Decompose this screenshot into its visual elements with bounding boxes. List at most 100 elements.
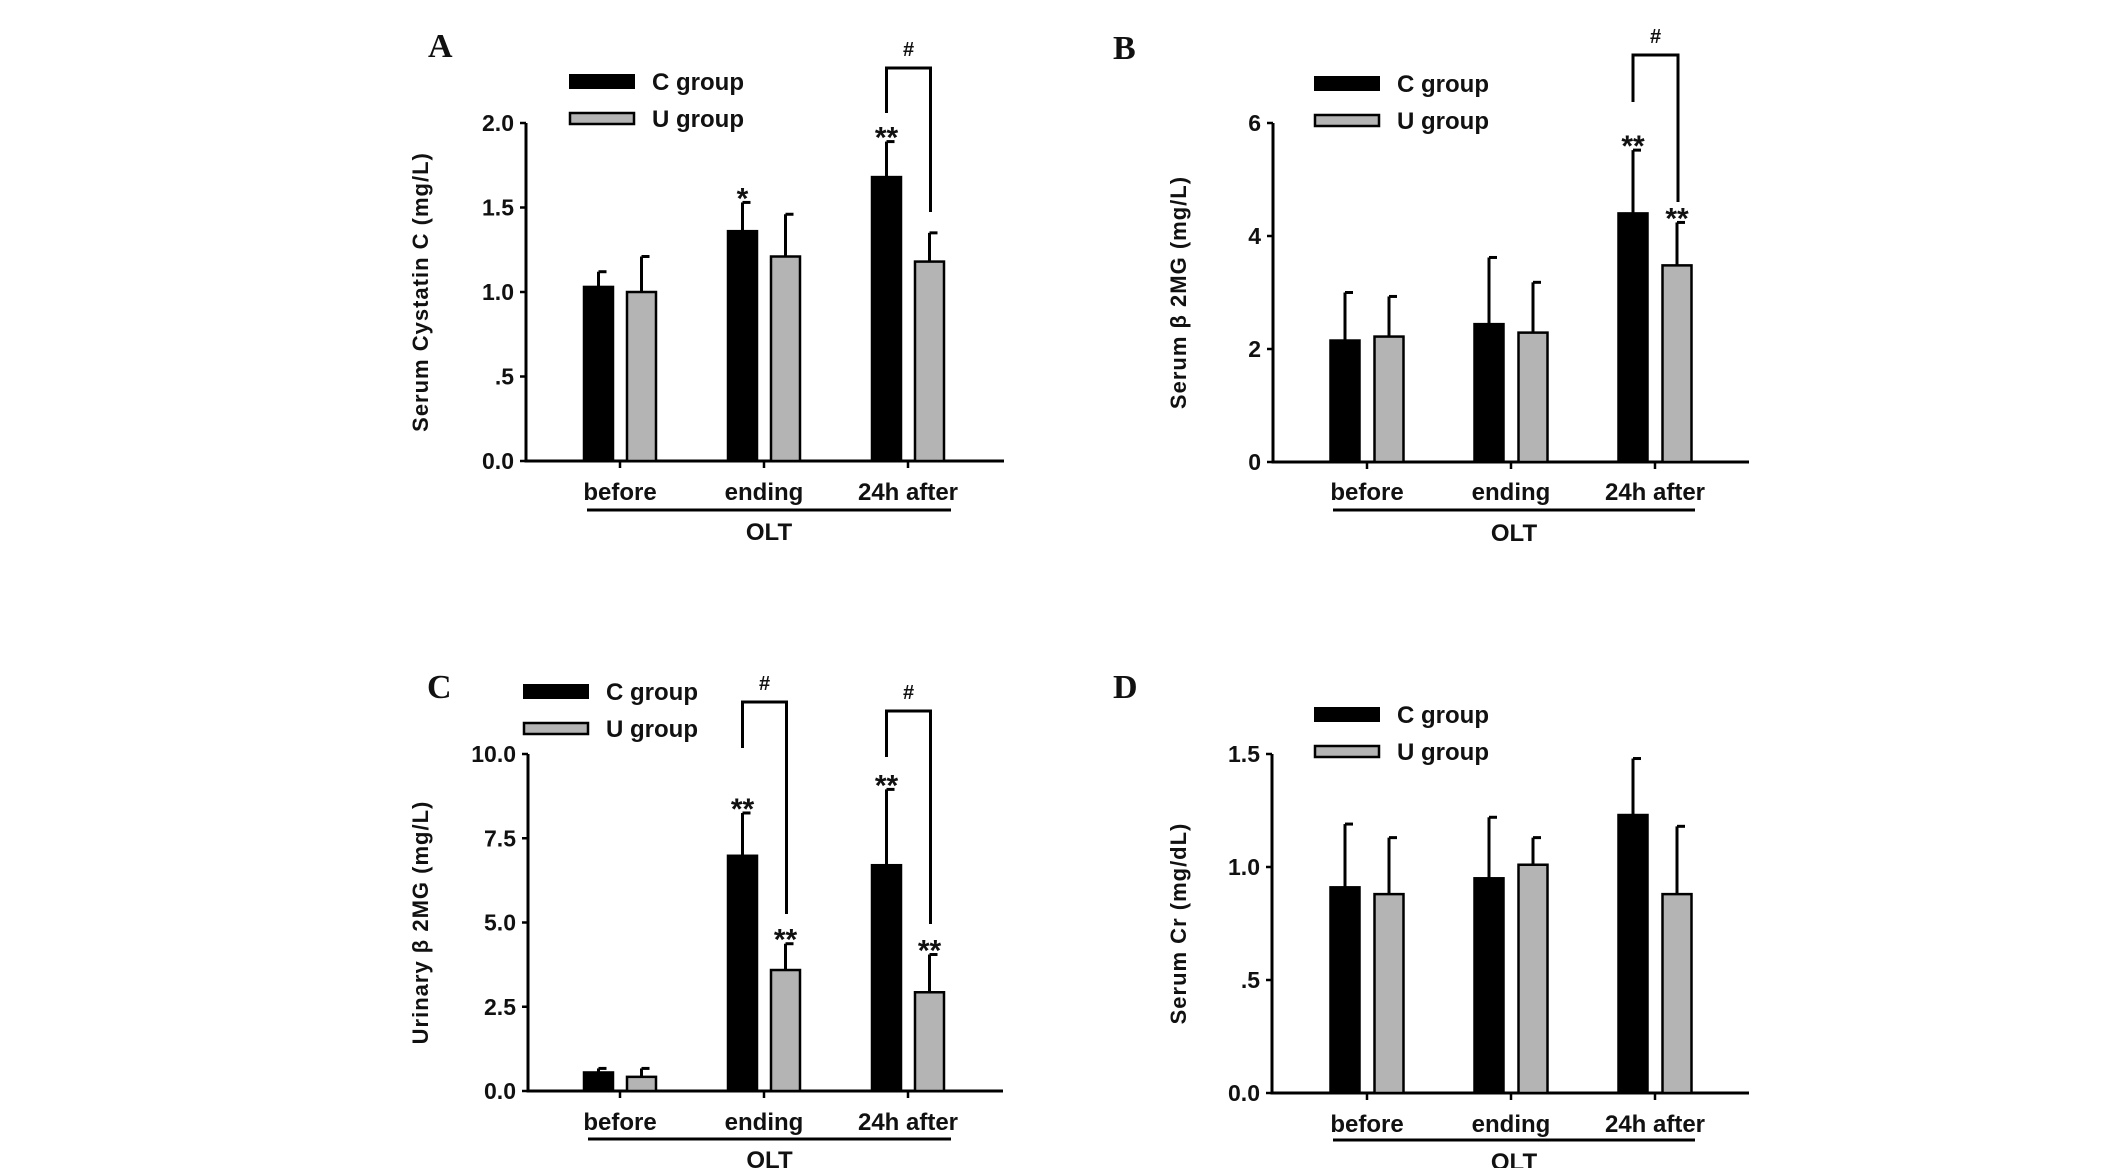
bar-c-group bbox=[870, 175, 903, 463]
bar-u-group bbox=[1661, 892, 1693, 1095]
x-tick-label: before bbox=[583, 1109, 656, 1136]
x-tick-label: before bbox=[583, 479, 656, 506]
y-tick-label: 1.5 bbox=[1228, 741, 1260, 767]
y-tick-label: 10.0 bbox=[471, 741, 516, 767]
significance-marker: ** bbox=[731, 793, 755, 826]
panel-c: C Urinary β 2MG (mg/L) 0.0 2.5 5.0 7.5 10.0 bef… bbox=[408, 669, 1003, 1168]
y-axis-label: Serum β 2MG (mg/L) bbox=[1166, 176, 1191, 409]
comparison-marker: # bbox=[903, 682, 914, 704]
x-tick-label: ending bbox=[1472, 1111, 1551, 1138]
legend-swatch-c-group bbox=[1314, 76, 1380, 91]
y-tick-label: .5 bbox=[1241, 967, 1260, 993]
y-tick-label: 4 bbox=[1248, 223, 1261, 249]
bar-u-group bbox=[769, 255, 802, 463]
comparison-bracket bbox=[885, 66, 932, 212]
x-tick-label: 24h after bbox=[1605, 479, 1705, 506]
bar-c-group bbox=[1617, 212, 1649, 464]
y-tick-label: 1.0 bbox=[482, 279, 514, 305]
comparison-bracket bbox=[885, 709, 932, 924]
y-tick-label: 1.0 bbox=[1228, 854, 1260, 880]
bar-u-group bbox=[1517, 331, 1549, 464]
x-tick-label: ending bbox=[1472, 479, 1551, 506]
significance-marker: * bbox=[737, 182, 749, 215]
significance-marker: ** bbox=[1621, 130, 1645, 163]
panel-a: A Serum Cystatin C (mg/L) 0.0 .5 1.0 1.5 2.0 be… bbox=[408, 28, 1004, 546]
bar-c-group bbox=[726, 229, 759, 463]
y-axis-label: Urinary β 2MG (mg/L) bbox=[408, 801, 433, 1045]
bar-c-group bbox=[1329, 886, 1361, 1095]
bar-c-group bbox=[582, 1071, 615, 1093]
legend-label-c-group: C group bbox=[606, 679, 698, 706]
legend-label-u-group: U group bbox=[1397, 108, 1489, 135]
comparison-bracket bbox=[741, 700, 788, 914]
comparison-marker: # bbox=[903, 39, 914, 61]
bar-u-group bbox=[913, 260, 946, 463]
legend-swatch-u-group bbox=[522, 721, 590, 736]
legend-swatch-u-group bbox=[568, 111, 636, 126]
bar-c-group bbox=[1473, 322, 1505, 464]
panel-b: B Serum β 2MG (mg/L) 0 2 4 6 before ending 24h a… bbox=[1113, 26, 1749, 547]
legend-swatch-c-group bbox=[569, 74, 635, 89]
bar-c-group bbox=[1473, 877, 1505, 1095]
bar-c-group bbox=[870, 863, 903, 1093]
panel-d: D Serum Cr (mg/dL) 0.0 .5 1.0 1.5 before ending… bbox=[1113, 669, 1749, 1168]
x-tick-label: 24h after bbox=[858, 1109, 958, 1136]
legend-label-c-group: C group bbox=[652, 69, 744, 96]
bar-u-group bbox=[1373, 335, 1405, 464]
bar-c-group bbox=[726, 854, 759, 1093]
legend-label-c-group: C group bbox=[1397, 71, 1489, 98]
x-tick-label: before bbox=[1330, 479, 1403, 506]
group-caption: OLT bbox=[1491, 520, 1538, 547]
bar-c-group bbox=[582, 285, 615, 463]
y-axis-label: Serum Cystatin C (mg/L) bbox=[408, 152, 433, 432]
y-tick-label: 2 bbox=[1248, 336, 1261, 362]
bar-u-group bbox=[913, 991, 946, 1093]
panel-letter: D bbox=[1113, 669, 1138, 706]
x-tick-label: 24h after bbox=[858, 479, 958, 506]
legend-swatch-c-group bbox=[1314, 707, 1380, 722]
y-tick-label: 2.5 bbox=[484, 994, 516, 1020]
y-tick-label: 2.0 bbox=[482, 110, 514, 136]
comparison-marker: # bbox=[1650, 26, 1661, 48]
x-tick-label: 24h after bbox=[1605, 1111, 1705, 1138]
bar-u-group bbox=[625, 290, 658, 463]
comparison-marker: # bbox=[759, 673, 770, 695]
significance-marker: ** bbox=[1665, 202, 1689, 235]
bar-c-group bbox=[1329, 339, 1361, 464]
y-tick-label: 0 bbox=[1248, 449, 1261, 475]
panel-letter: A bbox=[428, 28, 453, 65]
y-tick-label: 0.0 bbox=[1228, 1080, 1260, 1106]
legend-swatch-c-group bbox=[523, 684, 589, 699]
y-tick-label: 6 bbox=[1248, 110, 1261, 136]
legend-label-c-group: C group bbox=[1397, 702, 1489, 729]
y-tick-label: 0.0 bbox=[482, 448, 514, 474]
bar-u-group bbox=[769, 968, 802, 1093]
significance-marker: ** bbox=[875, 769, 899, 802]
significance-marker: ** bbox=[918, 935, 942, 968]
legend-label-u-group: U group bbox=[652, 106, 744, 133]
significance-marker: ** bbox=[875, 122, 899, 155]
legend-label-u-group: U group bbox=[606, 716, 698, 743]
x-tick-label: ending bbox=[725, 479, 804, 506]
bar-u-group bbox=[1517, 863, 1549, 1095]
y-tick-label: 1.5 bbox=[482, 195, 514, 221]
x-tick-label: before bbox=[1330, 1111, 1403, 1138]
significance-marker: ** bbox=[774, 924, 798, 957]
group-caption: OLT bbox=[746, 1147, 793, 1168]
y-tick-label: 0.0 bbox=[484, 1078, 516, 1104]
legend-swatch-u-group bbox=[1313, 744, 1381, 759]
y-tick-label: 7.5 bbox=[484, 825, 516, 851]
bar-c-group bbox=[1617, 813, 1649, 1095]
y-tick-label: .5 bbox=[495, 364, 514, 390]
x-tick-label: ending bbox=[725, 1109, 804, 1136]
y-axis-label: Serum Cr (mg/dL) bbox=[1166, 823, 1191, 1025]
bar-u-group bbox=[1373, 892, 1405, 1095]
bar-u-group bbox=[625, 1075, 658, 1093]
legend-swatch-u-group bbox=[1313, 113, 1381, 128]
panel-letter: C bbox=[427, 669, 452, 706]
y-tick-label: 5.0 bbox=[484, 910, 516, 936]
panel-letter: B bbox=[1113, 30, 1136, 67]
legend-label-u-group: U group bbox=[1397, 739, 1489, 766]
comparison-bracket bbox=[1631, 53, 1680, 202]
